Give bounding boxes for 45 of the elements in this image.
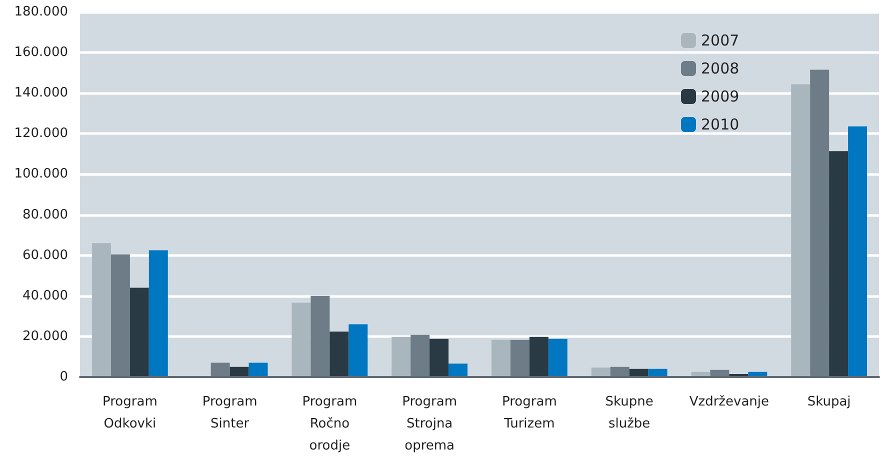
bar: [110, 254, 130, 377]
y-tick-label: 180.000: [14, 4, 68, 20]
y-tick-label: 40.000: [22, 288, 68, 304]
bar: [591, 368, 610, 377]
x-tick-label: Program Sinter: [202, 394, 258, 432]
bar: [810, 70, 830, 377]
y-tick-label: 20.000: [22, 328, 68, 344]
bar: [210, 362, 230, 377]
x-tick-label: Skupaj: [807, 394, 851, 410]
bar: [510, 340, 530, 377]
bar: [148, 250, 168, 377]
bar: [130, 288, 149, 377]
x-tick-label: Program Strojna oprema: [402, 394, 457, 454]
bar: [292, 302, 311, 377]
legend-label: 2008: [701, 60, 740, 78]
y-tick-label: 100.000: [14, 166, 68, 182]
bar: [529, 336, 548, 377]
bar: [348, 324, 368, 377]
bar: [448, 364, 468, 377]
bar: [491, 340, 510, 377]
bar: [92, 243, 111, 377]
y-tick-label: 140.000: [14, 86, 68, 101]
x-tick-label: Program Ročno orodje: [302, 394, 358, 454]
x-tick-label: Vzdrževanje: [689, 394, 770, 410]
x-tick-label: Program Odkovki: [102, 394, 158, 432]
bar: [310, 296, 330, 377]
bar: [848, 126, 868, 377]
bar: [430, 338, 449, 377]
bar: [791, 84, 810, 377]
bar: [548, 338, 568, 377]
legend-label: 2007: [701, 32, 740, 50]
bar: [829, 151, 848, 377]
y-tick-label: 0: [60, 370, 68, 384]
bar: [392, 336, 411, 377]
bar: [410, 334, 430, 377]
bar: [248, 362, 268, 377]
y-tick-label: 160.000: [14, 45, 68, 60]
y-tick-label: 120.000: [14, 126, 68, 142]
bar: [330, 332, 349, 377]
x-tick-label: Skupne službe: [605, 394, 654, 432]
legend-label: 2010: [701, 116, 740, 134]
y-tick-label: 80.000: [22, 207, 68, 222]
y-tick-label: 60.000: [22, 248, 68, 263]
x-tick-label: Program Turizem: [502, 394, 557, 432]
legend-label: 2009: [701, 88, 740, 106]
